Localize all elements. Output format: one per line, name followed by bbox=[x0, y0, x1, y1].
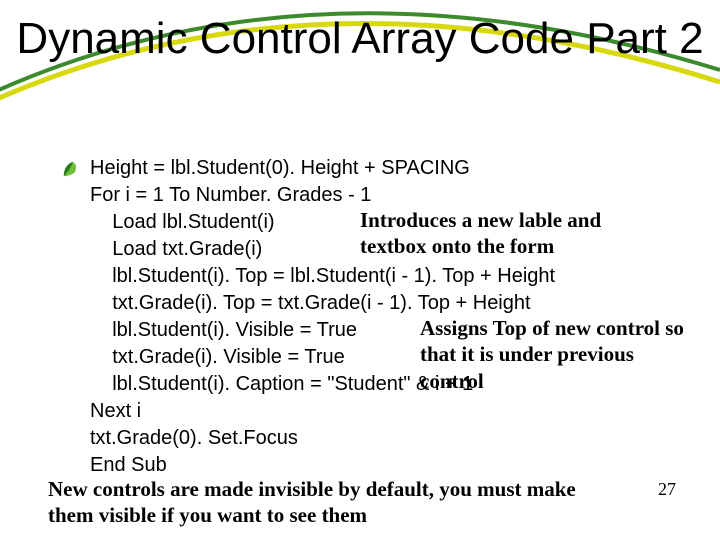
code-line: Load txt.Grade(i) bbox=[90, 238, 262, 260]
code-line: lbl.Student(i). Top = lbl.Student(i - 1)… bbox=[90, 265, 555, 287]
code-line: txt.Grade(i). Visible = True bbox=[90, 346, 345, 368]
code-line: Load lbl.Student(i) bbox=[90, 211, 275, 233]
leaf-bullet-icon bbox=[62, 160, 80, 178]
code-line: lbl.Student(i). Visible = True bbox=[90, 319, 357, 341]
page-number: 27 bbox=[658, 479, 676, 500]
code-line: Next i bbox=[90, 400, 141, 422]
annotation-load: Introduces a new lable and textbox onto … bbox=[360, 207, 670, 260]
code-line: End Sub bbox=[90, 454, 167, 476]
annotation-top: Assigns Top of new control so that it is… bbox=[420, 315, 700, 394]
code-line: Height = lbl.Student(0). Height + SPACIN… bbox=[90, 157, 470, 179]
code-line: txt.Grade(0). Set.Focus bbox=[90, 427, 298, 449]
footer-note: New controls are made invisible by defau… bbox=[48, 476, 608, 529]
code-line: For i = 1 To Number. Grades - 1 bbox=[90, 184, 371, 206]
slide-title: Dynamic Control Array Code Part 2 bbox=[0, 14, 720, 65]
code-line: txt.Grade(i). Top = txt.Grade(i - 1). To… bbox=[90, 292, 531, 314]
code-line: lbl.Student(i). Caption = "Student" & i … bbox=[90, 373, 473, 395]
